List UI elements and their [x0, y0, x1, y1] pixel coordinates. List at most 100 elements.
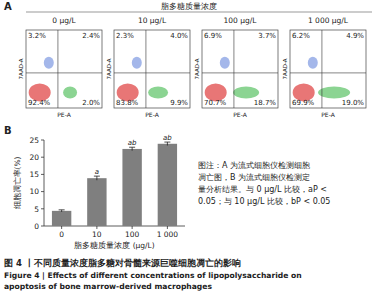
panel-title: 0 μg/L	[52, 16, 76, 25]
x-tick-label: 0	[59, 230, 64, 239]
x-tick-label: 1 000	[157, 230, 179, 239]
quadrant-percent: 9.9%	[170, 99, 188, 107]
note-line: 图注：A 为流式细胞仪检测细胞	[198, 161, 310, 170]
quadrant-percent: 4.9%	[346, 32, 364, 40]
x-tick-label: 10	[92, 230, 102, 239]
quadrant-percent: 92.4%	[28, 99, 51, 107]
significance-label: ab	[163, 134, 172, 142]
quadrant-percent: 18.7%	[254, 99, 277, 107]
x-axis-label: PE-A	[321, 111, 335, 118]
bars	[52, 142, 177, 226]
y-axis-label: 7AAD-A	[18, 58, 24, 79]
error-cap	[59, 209, 65, 210]
y-tick	[41, 208, 44, 209]
figure-title: 图 4 丨不同质量浓度脂多糖对骨髓来源巨噬细胞凋亡的影响	[4, 258, 241, 268]
plot-frame	[290, 30, 366, 108]
y-tick-label: 10	[29, 187, 39, 196]
quadrant-percent: 83.8%	[116, 99, 139, 107]
y-axis-label: 7AAD-A	[194, 58, 200, 79]
error-bar	[94, 176, 100, 180]
quadrant-line	[321, 30, 322, 108]
x-axis-label: PE-A	[145, 111, 159, 118]
y-tick	[41, 174, 44, 175]
y-tick-label: 25	[29, 136, 39, 145]
quadrant-percent: 19.0%	[342, 99, 365, 107]
quadrant-percent: 3.7%	[258, 32, 276, 40]
event-cloud	[233, 86, 259, 98]
x-axis-label: PE-A	[233, 111, 247, 118]
quadrant-percent: 70.7%	[204, 99, 227, 107]
error-stem	[96, 176, 97, 180]
plot-frame	[202, 30, 278, 108]
header: 脂多糖质量浓度	[161, 2, 217, 11]
quadrant-percent: 2.3%	[116, 32, 134, 40]
x-tick	[96, 226, 97, 229]
bar	[52, 211, 71, 226]
plot-frame	[114, 30, 190, 108]
quadrant-line	[233, 30, 234, 108]
event-cloud	[63, 86, 77, 98]
panel-label: A	[4, 1, 12, 12]
y-tick-label: 0	[34, 222, 39, 231]
flow-plot	[290, 30, 366, 108]
x-axis-label: 脂多糖质量浓度 (μg/L)	[74, 241, 155, 250]
flow-plot	[114, 30, 190, 108]
panel-title: 1 000 μg/L	[308, 16, 349, 25]
y-tick	[41, 157, 44, 158]
y-tick-label: 5	[34, 205, 39, 214]
event-cloud	[132, 57, 142, 69]
note-line: 凋亡图，B 为流式细胞仪检测定	[198, 173, 310, 182]
flow-plot	[26, 30, 102, 108]
figure-title-en: Figure 4 | Effects of different concentr…	[4, 271, 302, 280]
quadrant-line	[290, 72, 366, 73]
error-stem	[167, 142, 168, 145]
y-axis-label: 7AAD-A	[106, 58, 112, 79]
x-tick	[61, 226, 62, 229]
x-tick	[132, 226, 133, 229]
quadrant-percent: 6.2%	[292, 32, 310, 40]
event-cloud	[220, 57, 230, 69]
note-line: 0.05；与 10 μg/L 比较，bP < 0.05	[198, 197, 330, 206]
error-bar	[164, 142, 170, 145]
quadrant-percent: 6.9%	[204, 32, 222, 40]
quadrant-percent: 4.0%	[170, 32, 188, 40]
event-cloud	[44, 57, 54, 69]
y-tick-label: 15	[29, 170, 39, 179]
y-tick	[41, 191, 44, 192]
event-cloud	[318, 86, 350, 98]
event-cloud	[308, 57, 318, 69]
x-axis-label: PE-A	[57, 111, 71, 118]
quadrant-line	[26, 72, 102, 73]
quadrant-percent: 2.4%	[82, 32, 100, 40]
quadrant-percent: 2.0%	[82, 99, 100, 107]
quadrant-line	[114, 72, 190, 73]
bar	[158, 144, 177, 226]
x-tick	[167, 226, 168, 229]
quadrant-percent: 69.9%	[292, 99, 315, 107]
bar	[87, 178, 106, 226]
figure: A 脂多糖质量浓度 0 μg/L 3.2% 2.4% 92.4% 2.0% PE-A 7AAD-…	[0, 0, 378, 300]
panel-title: 10 μg/L	[138, 16, 167, 25]
figure-title-en: apoptosis of bone marrow-derived macroph…	[4, 282, 212, 291]
significance-label: ab	[128, 139, 137, 147]
panel-title: 100 μg/L	[224, 16, 258, 25]
panel-label: B	[4, 125, 12, 136]
x-tick-label: 100	[125, 230, 140, 239]
error-stem	[132, 147, 133, 150]
quadrant-line	[202, 72, 278, 73]
error-bar	[129, 147, 135, 150]
y-tick	[41, 226, 44, 227]
y-axis-label: 细胞凋亡率(%)	[13, 156, 22, 209]
note-line: 量分析结果。与 0 μg/L 比较，aP <	[198, 185, 327, 194]
y-axis	[44, 140, 45, 226]
event-cloud	[148, 86, 168, 98]
quadrant-line	[57, 30, 58, 108]
plot-frame	[26, 30, 102, 108]
significance-label: a	[95, 168, 99, 176]
bar	[122, 149, 141, 226]
quadrant-line	[145, 30, 146, 108]
y-tick-label: 20	[29, 153, 39, 162]
quadrant-percent: 3.2%	[28, 32, 46, 40]
header-rule	[26, 12, 372, 13]
flow-plot	[202, 30, 278, 108]
